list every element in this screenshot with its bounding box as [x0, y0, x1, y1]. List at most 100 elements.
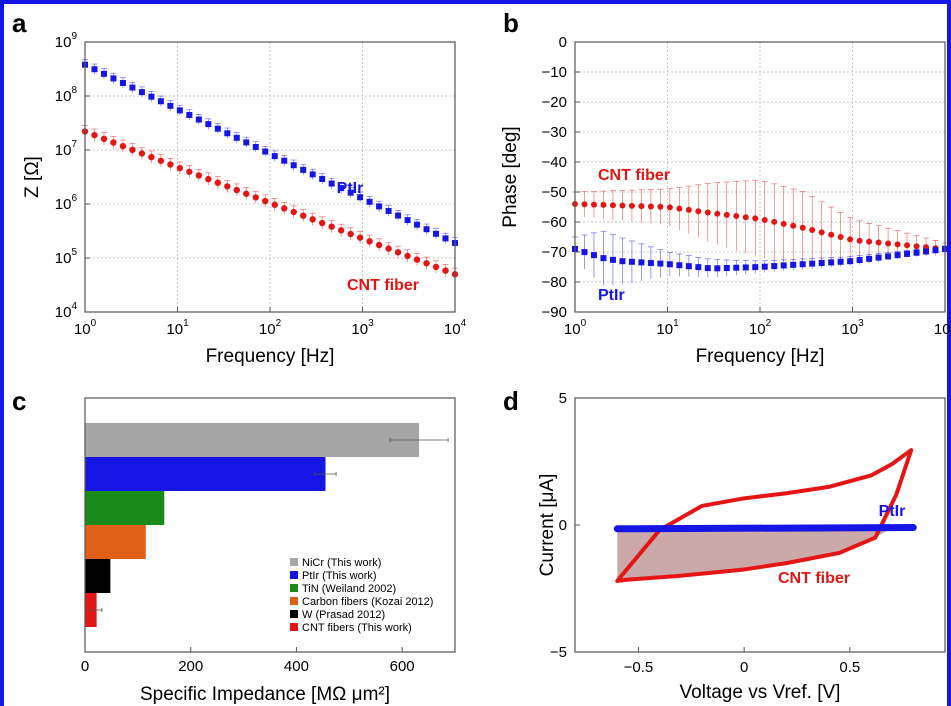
panel-a-ytick-label-exp: 7 — [71, 139, 77, 150]
panel-a-ylabel: Z [Ω] — [22, 156, 43, 198]
panel-c-legend-label: W (Prasad 2012) — [302, 609, 385, 621]
panel-a-point-ptir — [328, 180, 335, 187]
panel-a-point-ptir — [224, 130, 231, 137]
panel-a-point-cnt — [385, 245, 392, 252]
panel-a-ytick-label: 109 — [55, 31, 78, 51]
panel-a-ytick-label: 105 — [55, 247, 78, 267]
panel-c-bar — [85, 457, 326, 491]
panel-b-point-cnt — [733, 213, 740, 220]
panel-b-point-cnt — [676, 205, 683, 212]
panel-d-xlabel: Voltage vs Vref. [V] — [680, 682, 841, 703]
panel-d-ylabel: Current [μA] — [537, 474, 558, 577]
panel-b-point-ptir — [894, 252, 901, 259]
panel-a-point-ptir — [157, 98, 164, 105]
panel-b-point-ptir — [723, 265, 730, 272]
panel-c-xlabel-text: Specific Impedance [MΩ μm²] — [140, 684, 390, 705]
panel-a-ytick-label-exp: 5 — [71, 247, 77, 258]
panel-b-point-ptir — [818, 260, 825, 266]
panel-a-xtick-label-exp: 1 — [183, 318, 189, 329]
panel-a-point-cnt — [243, 190, 250, 197]
panel-d-ytick-label: 0 — [559, 517, 567, 534]
panel-a-point-cnt — [157, 157, 165, 164]
panel-b-point-cnt — [657, 203, 664, 210]
panel-a-point-ptir — [186, 111, 193, 118]
panel-b-label-ptir: PtIr — [598, 287, 625, 304]
panel-b-ytick-label: −20 — [542, 94, 567, 111]
panel-d-cv-chart: −0.5 0 0.5 5 0 −5 Voltage vs Vref. [V] Curren… — [537, 390, 946, 703]
panel-a-point-ptir — [404, 217, 411, 224]
panel-b-point-cnt — [581, 201, 588, 208]
panel-letter-c: c — [12, 386, 26, 416]
panel-b-point-ptir — [847, 258, 854, 265]
panel-c-plot-area — [84, 397, 456, 653]
panel-a-point-ptir — [119, 79, 126, 86]
panel-a-point-cnt — [413, 256, 421, 263]
panel-c-legend-label: Carbon fibers (Kozai 2012) — [302, 596, 433, 608]
panel-d-shaded-area — [617, 525, 912, 581]
panel-a-point-ptir — [110, 75, 117, 82]
panel-b-point-ptir — [638, 259, 645, 266]
panel-b-point-ptir — [856, 257, 863, 264]
panel-a-point-ptir — [319, 175, 326, 182]
panel-a-point-cnt — [375, 241, 383, 249]
panel-d-ytick-label: −5 — [550, 644, 567, 661]
panel-b-ytick-label: −60 — [542, 214, 567, 231]
panel-b-point-cnt — [590, 201, 597, 208]
panel-a-point-cnt — [214, 179, 222, 186]
panel-b-point-cnt — [894, 241, 901, 248]
panel-a-point-ptir — [100, 70, 107, 77]
panel-b-ytick-label: −70 — [542, 244, 567, 261]
panel-b-point-ptir — [799, 261, 806, 268]
panel-c-legend-label: PtIr (This work) — [302, 570, 377, 582]
panel-a-point-cnt — [252, 194, 259, 201]
panel-a-point-ptir — [195, 116, 202, 123]
panel-a-point-cnt — [300, 212, 307, 219]
panel-b-point-ptir — [761, 263, 768, 270]
panel-b-point-ptir — [657, 260, 664, 267]
panel-b-point-ptir — [695, 264, 702, 271]
panel-a-xtick-label: 102 — [259, 318, 282, 338]
panel-a-point-cnt — [347, 230, 354, 238]
panel-b-point-ptir — [828, 259, 835, 266]
panel-b-point-cnt — [638, 203, 645, 210]
panel-a-ytick-label: 106 — [55, 193, 78, 213]
panel-d-xtick-label: −0.5 — [624, 659, 654, 676]
panel-a-point-ptir — [148, 93, 155, 100]
panel-a-point-cnt — [119, 142, 127, 150]
panel-b-xtick-label: 100 — [564, 318, 587, 338]
panel-b-ytick-label: 0 — [559, 34, 567, 51]
panel-a-xtick-label-exp: 2 — [276, 318, 282, 329]
panel-b-xtick-label: 103 — [841, 318, 864, 338]
panel-b-phase-chart: 1001011021031040−10−20−30−40−50−60−70−80… — [500, 34, 951, 367]
panel-d-cnt-loop — [615, 448, 914, 583]
panel-b-xtick-label: 104 — [934, 318, 951, 338]
panel-b-point-cnt — [742, 214, 749, 221]
panel-a-point-cnt — [233, 186, 240, 194]
panel-c-legend-swatch — [290, 597, 298, 605]
panel-b-point-cnt — [818, 229, 825, 236]
panel-d-ptir-line — [613, 524, 917, 533]
panel-a-point-cnt — [356, 234, 364, 241]
panel-b-point-ptir — [714, 265, 721, 272]
panel-b-point-cnt — [866, 238, 873, 245]
panel-a-point-cnt — [167, 161, 174, 168]
panel-a-ytick-label: 108 — [55, 85, 78, 105]
panel-b-ytick-label: −40 — [542, 154, 567, 171]
panel-a-point-cnt — [423, 260, 430, 267]
panel-b-point-ptir — [923, 248, 930, 255]
panel-b-point-ptir — [666, 261, 673, 268]
panel-a-point-ptir — [262, 148, 269, 155]
panel-b-point-ptir — [609, 256, 616, 263]
panel-b-point-cnt — [913, 243, 920, 250]
panel-c-bar — [85, 525, 146, 559]
panel-a-point-ptir — [243, 139, 250, 146]
panel-b-point-ptir — [676, 262, 683, 269]
panel-a-point-ptir — [271, 153, 278, 160]
panel-c-bar — [85, 423, 420, 457]
panel-b-point-ptir — [685, 263, 692, 270]
panel-b-label-cnt: CNT fiber — [598, 167, 670, 184]
panel-b-xtick-label: 101 — [656, 318, 679, 338]
panel-a-point-cnt — [366, 238, 373, 245]
panel-a-point-ptir — [347, 189, 354, 196]
panel-a-point-ptir — [233, 134, 240, 141]
